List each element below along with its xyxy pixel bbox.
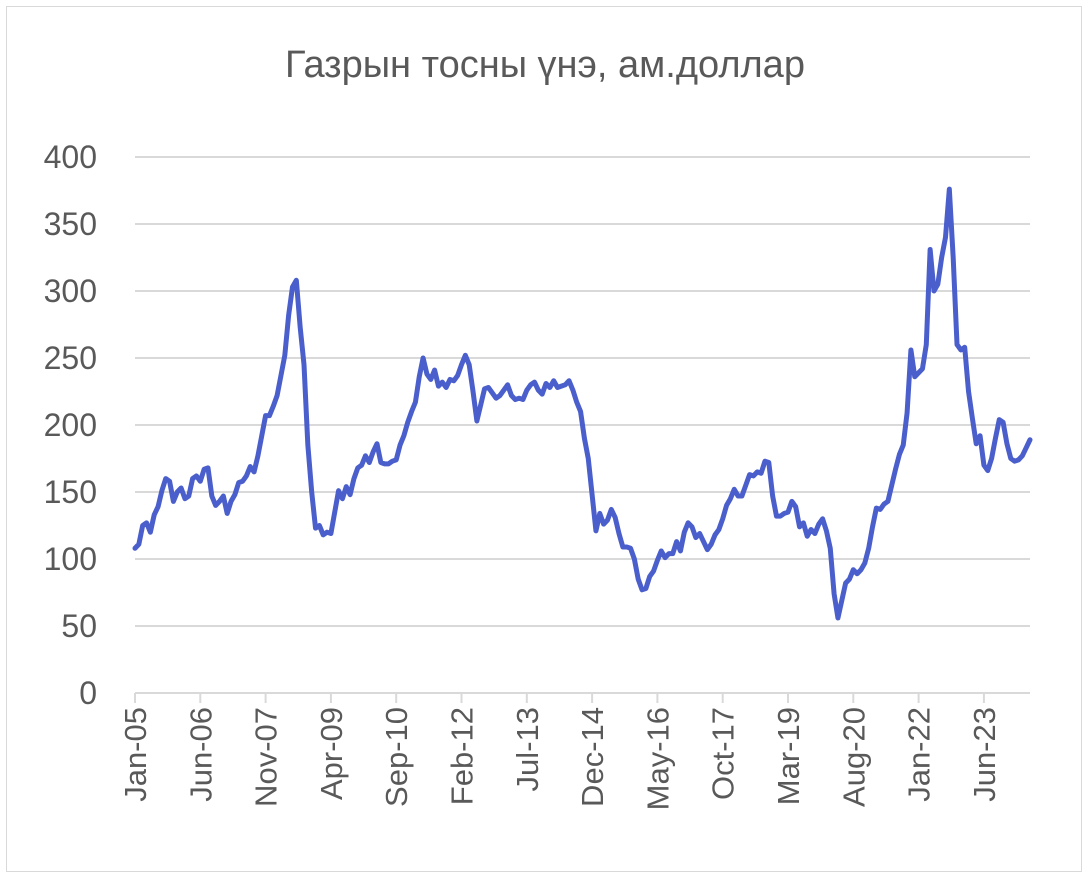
x-tick-label: Nov-07 [249, 707, 284, 807]
x-tick-label: Feb-12 [445, 707, 480, 805]
y-tick-label: 300 [44, 273, 97, 309]
x-tick-label: Jul-13 [510, 707, 545, 791]
x-axis-labels: Jan-05 Jun-06 Nov-07 Apr-09 Sep-10 Feb-12 Jul-… [118, 707, 1002, 810]
y-tick-label: 250 [44, 340, 97, 376]
x-tick-label: Jan-22 [902, 707, 937, 802]
y-tick-label: 400 [44, 139, 97, 175]
y-tick-label: 50 [61, 608, 97, 644]
y-tick-label: 200 [44, 407, 97, 443]
x-tick-label: Apr-09 [314, 707, 349, 800]
chart-title: Газрын тосны үнэ, ам.доллар [285, 44, 805, 86]
x-tick-label: Aug-20 [836, 707, 871, 807]
y-axis-labels: 0 50 100 150 200 250 300 350 400 [44, 139, 97, 711]
gridlines [135, 156, 1030, 627]
x-tick-label: Mar-19 [771, 707, 806, 805]
y-tick-label: 0 [79, 675, 97, 711]
x-axis [134, 692, 1030, 703]
y-tick-label: 100 [44, 541, 97, 577]
x-tick-label: Dec-14 [575, 707, 610, 807]
x-tick-label: Jan-05 [118, 707, 153, 802]
x-tick-label: Jun-06 [183, 707, 218, 802]
series-layer [132, 186, 1033, 621]
x-tick-label: Sep-10 [379, 707, 414, 807]
x-tick-label: Jun-23 [967, 707, 1002, 802]
price-series-line [132, 186, 1033, 621]
y-tick-label: 350 [44, 206, 97, 242]
y-tick-label: 150 [44, 474, 97, 510]
x-tick-label: May-16 [640, 707, 675, 810]
x-tick-label: Oct-17 [706, 707, 741, 800]
